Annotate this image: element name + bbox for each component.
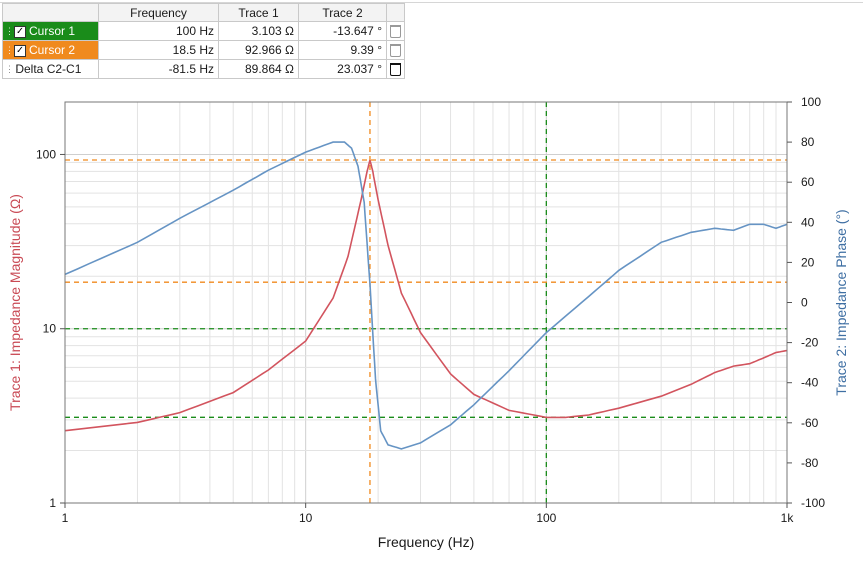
y-right-tick-label: 20: [801, 255, 815, 269]
x-axis-label: Frequency (Hz): [378, 534, 474, 550]
y-right-tick-label: -40: [801, 376, 819, 390]
x-tick-label: 100: [536, 511, 556, 525]
chart-grid: [64, 101, 787, 504]
cursor-2-frequency: 18.5 Hz: [98, 40, 219, 60]
delta-trace2: 23.037 °: [298, 59, 387, 79]
cursor-1-checkbox[interactable]: ✓: [14, 25, 26, 38]
trash-icon[interactable]: [390, 63, 401, 77]
delta-delete-cell[interactable]: [386, 59, 405, 79]
y-right-tick-label: -80: [801, 456, 819, 470]
x-tick-label: 1k: [781, 511, 795, 525]
y-left-tick-label: 100: [36, 147, 56, 161]
plot-background: [65, 102, 787, 503]
delta-frequency: -81.5 Hz: [98, 59, 219, 79]
cursor-row-1[interactable]: ⋮⋮✓ Cursor 1 100 Hz 3.103 Ω -13.647 °: [2, 21, 405, 41]
cursor-lines: [65, 102, 787, 503]
cursor-2-label: Cursor 2: [29, 43, 76, 57]
cursor-row-2[interactable]: ⋮⋮✓ Cursor 2 18.5 Hz 92.966 Ω 9.39 °: [2, 40, 405, 60]
delta-label: Delta C2-C1: [15, 62, 82, 76]
x-tick-label: 1: [62, 511, 69, 525]
delta-name-cell[interactable]: ⋮⋮ Delta C2-C1: [2, 59, 99, 79]
y-right-tick-label: 80: [801, 135, 815, 149]
delta-row[interactable]: ⋮⋮ Delta C2-C1 -81.5 Hz 89.864 Ω 23.037 …: [2, 59, 405, 79]
y-right-tick-label: -20: [801, 336, 819, 350]
delta-trace1: 89.864 Ω: [218, 59, 299, 79]
header-frequency[interactable]: Frequency: [98, 3, 219, 22]
trash-icon[interactable]: [390, 25, 401, 39]
y-right-tick-label: 0: [801, 296, 808, 310]
y-right-axis-label: Trace 2: Impedance Phase (°): [833, 209, 849, 395]
cursor-2-checkbox[interactable]: ✓: [14, 44, 26, 57]
x-tick-label: 10: [299, 511, 313, 525]
cursor-1-label: Cursor 1: [29, 24, 76, 38]
y-right-tick-label: 40: [801, 215, 815, 229]
y-right-tick-label: -60: [801, 416, 819, 430]
series-trace-2: [64, 141, 788, 450]
table-top-border: [0, 2, 863, 3]
cursor-1-trace2: -13.647 °: [298, 21, 387, 41]
y-right-tick-label: -100: [801, 496, 825, 510]
header-delete: [386, 3, 405, 22]
cursor-1-trace1: 3.103 Ω: [218, 21, 299, 41]
y-left-tick-label: 1: [49, 496, 56, 510]
y-right-tick-label: 100: [801, 95, 821, 109]
chart-series: [64, 141, 788, 450]
cursor-table: Frequency Trace 1 Trace 2 ⋮⋮✓ Cursor 1 10…: [2, 3, 405, 79]
y-left-axis-label: Trace 1: Impedance Magnitude (Ω): [7, 194, 23, 411]
axis-ticks: 1 10 100 1k 1 10 100 100 80 60 40 20 0 -20 -40 -60 -80 -1…: [36, 95, 825, 525]
y-left-tick-label: 10: [43, 322, 57, 336]
header-name: [2, 3, 99, 22]
trash-icon[interactable]: [390, 44, 401, 58]
y-right-tick-label: 60: [801, 175, 815, 189]
cursor-1-name-cell[interactable]: ⋮⋮✓ Cursor 1: [2, 21, 99, 41]
series-trace-1: [64, 159, 788, 432]
